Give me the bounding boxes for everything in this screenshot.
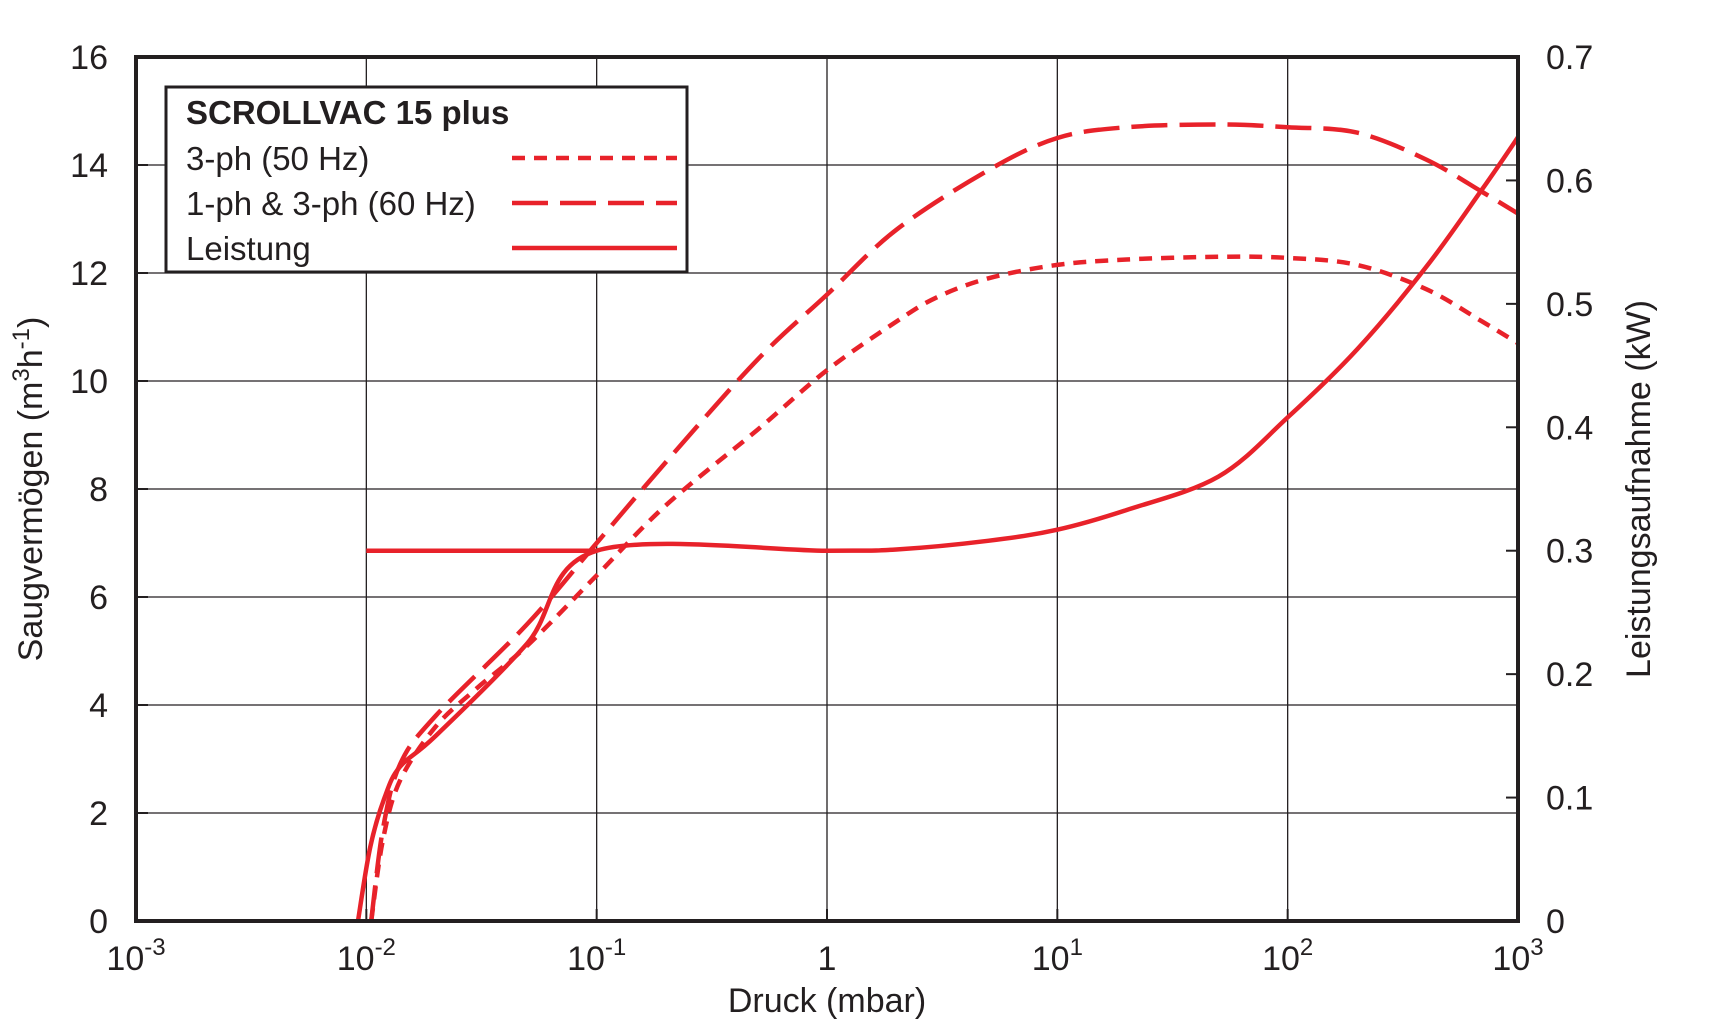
- y-tick-label: 16: [70, 39, 108, 77]
- y2-tick-label: 0.4: [1546, 409, 1593, 447]
- y-tick-labels: 0 2 4 6 8 10 12 14 16: [70, 39, 148, 941]
- y2-tick-label: 0: [1546, 903, 1565, 941]
- legend-title: SCROLLVAC 15 plus: [186, 94, 509, 131]
- y-tick-label: 2: [89, 795, 108, 833]
- y2-tick-label: 0.6: [1546, 162, 1593, 200]
- grid-lines: [135, 56, 1519, 922]
- y-tick-label: 0: [89, 903, 108, 941]
- x-tick-label: 103: [1492, 934, 1543, 978]
- x-tick-label: 10-1: [567, 934, 626, 978]
- x-axis-title: Druck (mbar): [728, 982, 926, 1020]
- legend-label: 1-ph & 3-ph (60 Hz): [186, 185, 476, 222]
- x-tick-labels: 10-3 10-2 10-1 1 101 102 103: [106, 909, 1544, 978]
- x-tick-label: 10-2: [337, 934, 396, 978]
- legend: SCROLLVAC 15 plus 3-ph (50 Hz) 1-ph & 3-p…: [164, 85, 689, 274]
- legend-box: [164, 85, 689, 274]
- legend-label: Leistung: [186, 230, 311, 267]
- series-line-dashed: [368, 122, 1520, 922]
- x-tick-label: 1: [818, 940, 837, 978]
- series-line-dotted: [368, 254, 1520, 922]
- legend-items: 3-ph (50 Hz) 1-ph & 3-ph (60 Hz) Leistung: [186, 140, 677, 267]
- y-tick-label: 8: [89, 471, 108, 509]
- data-curves: [355, 122, 1520, 922]
- y-axis-title: Saugvermögen (m3h-1): [8, 317, 51, 662]
- y2-tick-label: 0.7: [1546, 39, 1593, 77]
- legend-label: 3-ph (50 Hz): [186, 140, 369, 177]
- y2-tick-label: 0.1: [1546, 780, 1593, 818]
- y-axis-title-part: ): [12, 317, 50, 328]
- y2-tick-labels: 0 0.1 0.2 0.3 0.4 0.5 0.6 0.7: [1506, 39, 1593, 941]
- y-tick-label: 14: [70, 147, 108, 185]
- x-tick-label: 102: [1262, 934, 1313, 978]
- y-tick-label: 12: [70, 255, 108, 293]
- series-line-solid: [355, 135, 1520, 922]
- y-tick-label: 4: [89, 687, 108, 725]
- y2-tick-label: 0.5: [1546, 286, 1593, 324]
- y-axis-title-sup: 3: [8, 368, 35, 381]
- x-tick-label: 101: [1032, 934, 1083, 978]
- y-tick-label: 10: [70, 363, 108, 401]
- y2-axis-title: Leistungsaufnahme (kW): [1620, 300, 1658, 678]
- y-tick-label: 6: [89, 579, 108, 617]
- y-axis-title-sup: -1: [8, 328, 35, 349]
- x-tick-label: 10-3: [106, 934, 165, 978]
- y-axis-title-part: Saugvermögen (m: [12, 382, 50, 662]
- y2-tick-label: 0.3: [1546, 533, 1593, 571]
- y-axis-title-part: h: [12, 349, 50, 368]
- y2-tick-label: 0.2: [1546, 656, 1593, 694]
